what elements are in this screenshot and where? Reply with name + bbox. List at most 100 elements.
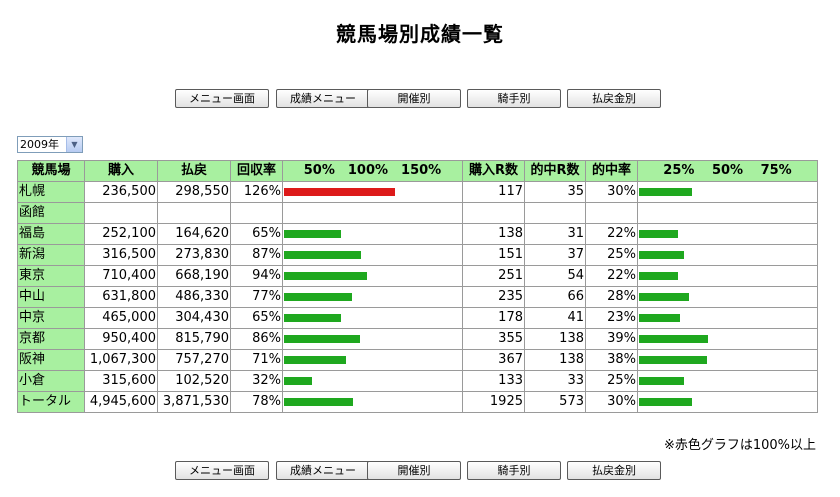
hit-bar-cell xyxy=(637,223,818,245)
results-table: 競馬場 購入 払戻 回収率 50% 100% 150% 購入R数 的中R数 的中… xyxy=(17,160,818,413)
races-cell: 133 xyxy=(462,370,525,392)
hit-rate-bar xyxy=(639,251,684,259)
hit-bar-cell xyxy=(637,265,818,287)
return-rate-cell: 65% xyxy=(230,223,283,245)
payout-cell: 815,790 xyxy=(157,328,231,350)
hit-rate-cell: 22% xyxy=(585,223,638,245)
payout-cell: 273,830 xyxy=(157,244,231,266)
return-rate-bar xyxy=(284,251,361,259)
return-bar-cell xyxy=(282,223,463,245)
return-rate-cell: 126% xyxy=(230,181,283,203)
return-rate-cell: 71% xyxy=(230,349,283,371)
hit-bar-cell xyxy=(637,349,818,371)
venue-cell: 福島 xyxy=(17,223,85,245)
payout-cell: 3,871,530 xyxy=(157,391,231,413)
menu-screen-button[interactable]: メニュー画面 xyxy=(175,461,269,480)
purchase-cell: 631,800 xyxy=(84,286,158,308)
table-row: 小倉 315,600 102,520 32% 133 33 25% xyxy=(17,370,818,392)
payout-cell: 304,430 xyxy=(157,307,231,329)
venue-cell: 新潟 xyxy=(17,244,85,266)
venue-cell: 京都 xyxy=(17,328,85,350)
header-venue: 競馬場 xyxy=(17,160,85,182)
purchase-cell: 710,400 xyxy=(84,265,158,287)
by-meeting-button[interactable]: 開催別 xyxy=(367,461,461,480)
header-return-rate: 回収率 xyxy=(230,160,283,182)
races-cell: 117 xyxy=(462,181,525,203)
return-rate-bar xyxy=(284,293,352,301)
chart-note: ※赤色グラフは100%以上 xyxy=(663,438,816,453)
return-rate-cell xyxy=(230,202,283,224)
chevron-down-icon[interactable]: ▼ xyxy=(66,137,82,152)
return-rate-bar xyxy=(284,335,360,343)
return-rate-cell: 65% xyxy=(230,307,283,329)
payout-cell: 486,330 xyxy=(157,286,231,308)
payout-cell: 668,190 xyxy=(157,265,231,287)
table-row: 京都 950,400 815,790 86% 355 138 39% xyxy=(17,328,818,350)
return-rate-bar xyxy=(284,398,353,406)
by-payout-button[interactable]: 払戻金別 xyxy=(567,461,661,480)
hit-bar-cell xyxy=(637,244,818,266)
table-row: 中山 631,800 486,330 77% 235 66 28% xyxy=(17,286,818,308)
races-cell xyxy=(462,202,525,224)
venue-cell: 函館 xyxy=(17,202,85,224)
by-meeting-button[interactable]: 開催別 xyxy=(367,89,461,108)
table-row: 函館 xyxy=(17,202,818,224)
hit-rate-cell: 38% xyxy=(585,349,638,371)
hit-bar-cell xyxy=(637,286,818,308)
return-bar-cell xyxy=(282,370,463,392)
purchase-cell: 316,500 xyxy=(84,244,158,266)
table-row: 東京 710,400 668,190 94% 251 54 22% xyxy=(17,265,818,287)
hits-cell: 31 xyxy=(524,223,586,245)
purchase-cell: 252,100 xyxy=(84,223,158,245)
results-menu-button[interactable]: 成績メニュー xyxy=(276,461,370,480)
hits-cell xyxy=(524,202,586,224)
by-jockey-button[interactable]: 騎手別 xyxy=(467,461,561,480)
hits-cell: 66 xyxy=(524,286,586,308)
year-select[interactable]: 2009年 ▼ xyxy=(17,136,83,153)
races-cell: 235 xyxy=(462,286,525,308)
by-payout-button[interactable]: 払戻金別 xyxy=(567,89,661,108)
venue-cell: 札幌 xyxy=(17,181,85,203)
venue-cell: 中山 xyxy=(17,286,85,308)
menu-screen-button[interactable]: メニュー画面 xyxy=(175,89,269,108)
by-jockey-button[interactable]: 騎手別 xyxy=(467,89,561,108)
header-hit-scale: 25% 50% 75% xyxy=(637,160,818,182)
purchase-cell xyxy=(84,202,158,224)
venue-cell: 東京 xyxy=(17,265,85,287)
purchase-cell: 4,945,600 xyxy=(84,391,158,413)
payout-cell: 164,620 xyxy=(157,223,231,245)
return-bar-cell xyxy=(282,349,463,371)
payout-cell: 102,520 xyxy=(157,370,231,392)
hit-rate-cell: 23% xyxy=(585,307,638,329)
table-header-row: 競馬場 購入 払戻 回収率 50% 100% 150% 購入R数 的中R数 的中… xyxy=(17,160,818,182)
header-races: 購入R数 xyxy=(462,160,525,182)
payout-cell: 298,550 xyxy=(157,181,231,203)
races-cell: 355 xyxy=(462,328,525,350)
venue-cell: トータル xyxy=(17,391,85,413)
table-row: 中京 465,000 304,430 65% 178 41 23% xyxy=(17,307,818,329)
purchase-cell: 465,000 xyxy=(84,307,158,329)
hit-bar-cell xyxy=(637,181,818,203)
return-rate-bar xyxy=(284,356,347,364)
hits-cell: 138 xyxy=(524,349,586,371)
return-rate-bar xyxy=(284,314,342,322)
hit-bar-cell xyxy=(637,370,818,392)
return-bar-cell xyxy=(282,307,463,329)
races-cell: 151 xyxy=(462,244,525,266)
races-cell: 178 xyxy=(462,307,525,329)
return-rate-cell: 77% xyxy=(230,286,283,308)
table-row: トータル 4,945,600 3,871,530 78% 1925 573 30% xyxy=(17,391,818,413)
hits-cell: 41 xyxy=(524,307,586,329)
return-rate-bar xyxy=(284,272,367,280)
hit-rate-bar xyxy=(639,293,689,301)
return-rate-cell: 94% xyxy=(230,265,283,287)
hit-rate-cell: 28% xyxy=(585,286,638,308)
results-menu-button[interactable]: 成績メニュー xyxy=(276,89,370,108)
return-rate-bar xyxy=(284,230,342,238)
hit-rate-cell: 30% xyxy=(585,181,638,203)
return-bar-cell xyxy=(282,244,463,266)
hit-rate-cell: 25% xyxy=(585,244,638,266)
hit-rate-bar xyxy=(639,335,709,343)
hits-cell: 573 xyxy=(524,391,586,413)
return-bar-cell xyxy=(282,202,463,224)
